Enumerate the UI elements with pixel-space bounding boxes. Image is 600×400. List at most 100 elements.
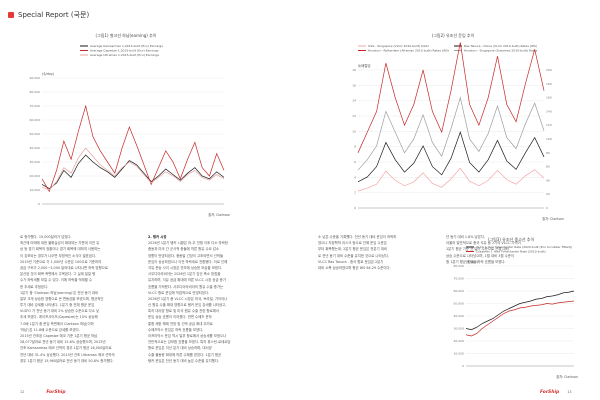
text-line: 운임 상승 흐름이 이어졌다. 반면 수에즈 운하 [148, 315, 212, 320]
text-line: 투기 대비 강세를 나타냈다. 1분기 중 전체 평균 운임 [20, 303, 95, 308]
text-line: 분산된 것이 회복 측면에서 주목된다. 그 실제 일일 평 [20, 272, 96, 277]
y-tick-label: 0 [354, 206, 356, 210]
text-line: 2. 탱커 시장 [148, 235, 167, 239]
y-axis-label: $/배럴당 [358, 63, 371, 68]
chart-tanker-timecharter: (그림3) 유조선 중고선 추이 VLCC 1 Year Timecharter … [442, 236, 580, 380]
text-line: 수에즈막스 운임은 하락 흐름을 보였다. [148, 327, 204, 332]
text-line: 산 원유 수출 확대 영향으로 탱커 운임 강세를 나타냈고, [148, 303, 227, 308]
legend-label: Suezmax 1 Year Timecharter Rate (2010-bu… [476, 250, 546, 254]
y-tick-label: 12 [352, 114, 356, 118]
chart-tanker-rates: (그림2) 유조선 운임 추이 USG - Singapore (VLCC 201… [340, 32, 566, 222]
series-line [465, 300, 575, 337]
header-mark-icon [8, 12, 14, 18]
text-line: 수가 하락세를 보일 수 있다. 이에 하락을 억제할 수 [20, 278, 93, 283]
text-line: 석유 운송 사이 시장은 연초에 상승한 모습을 보였다. [148, 265, 223, 270]
text-line: 탱커 운임은 전년 동기 대비 높은 수준을 유지했다. [148, 358, 220, 363]
series-line [357, 96, 545, 171]
text-line: 공급 구조가 2,000~3,000 달러대로 나타나면 하락 방향으로 [20, 265, 108, 270]
y-tick-label: 8 [354, 145, 356, 149]
y2-tick-label: 20 [546, 192, 550, 196]
text-line: 2015년 건조된 Capesize 에코 기준 1분기 평균 하납 [20, 334, 98, 338]
text-line: 월 1분기 평균 운임은 하락 흐름을 보였다. [446, 259, 506, 264]
text-line: 2026년 1분기 중 VLCC 시장은 미국, 브라질, 가이아나 [148, 296, 228, 301]
text-line: 였으나 지정학적 리스크 등으로 인해 운임 수준은 [318, 241, 387, 246]
text-line: 로 전년 동기 대비 수준을 유지한 것으로 나타났다. [318, 253, 390, 258]
y-tick-label: 20,000 [30, 174, 41, 178]
text-line: 상승 수준으로 나타났으며, 1월 대비 3월 수준이 [446, 253, 515, 258]
text-line: 전년 대비 31.4% 상승했다. 2015년 건조 Ultramax 에코 선… [20, 352, 115, 357]
y-tick-label: 80,000 [454, 264, 465, 268]
page-number-right: 13 [567, 390, 572, 394]
legend-label: Houston - Singapore (Suezmax 2010-built)… [464, 49, 538, 53]
text-line: 아울러 일반적으로 중국 석유 중 2기의 VLCC 가격이 [446, 241, 521, 246]
y-tick-label: 40,000 [30, 146, 41, 150]
y-tick-label: 30,000 [454, 327, 465, 331]
legend-label: Ras Tanura - China (VLCC 2010-built) Rat… [464, 44, 537, 48]
y-tick-label: 60,000 [30, 118, 41, 122]
y-tick-label: 18 [352, 68, 356, 72]
text-line: 추세 보였다. 케이프사이즈(Capesize)는 10% 상승해 [20, 315, 98, 320]
text-line: 경우 1분기 평균 15,960달러로 전년 동기 대비 50.8% 증가했다. [20, 358, 114, 363]
y-tick-label: 14 [352, 99, 356, 103]
text-line: 아프라막스 운임 역시 일부 항로에서 상승세를 보였으나 [148, 334, 227, 338]
text-line: 최근에 미래에 대한 불확실성이 확대되는 가운데 이전 유 [20, 241, 100, 246]
text-column-4: 년 동기 대비 1.8% 낮았다. 아울러 일반적으로 중국 석유 중 2기의 V… [446, 234, 580, 265]
text-line: 년 동기 대비 1.8% 낮았다. [446, 235, 485, 239]
text-line: 이 강조되는 경우가 나오면 부정적인 소식이 발표된다. [20, 253, 97, 258]
y2-tick-label: 160 [546, 96, 552, 100]
text-line: 소 낮은 수준을 기록했다. 전년 동기 대비 운임이 하락하 [318, 235, 397, 239]
text-line: 건조 Kamsarmax 에코 선박의 경우 1분기 평균 16,000달러로 [20, 346, 112, 351]
text-line: 한 추세로 추정된다. [20, 284, 49, 289]
y2-tick-label: 200 [546, 68, 552, 72]
text-line: 항로 운임은 지난 분기 대비 상승하며, 대서양 [148, 346, 212, 351]
y-tick-label: 6 [354, 160, 356, 164]
chart-source: 출처: Clarkson [556, 374, 578, 379]
text-line: 통항 제한 해제 전망 및 선박 공급 확대 우려로 [148, 321, 213, 326]
text-line: 전반적으로는 강보합 흐름을 보였다. 특히 휴스턴-로테르담 [148, 340, 231, 345]
series-line [41, 147, 225, 191]
series-line [41, 104, 225, 193]
text-line: 부터 회복했는데, 2분기 평균 운임은 전분기 대비 [318, 247, 387, 252]
legend-label: Average Capesize 1,2015-built (Eco) Earn… [90, 49, 159, 53]
y-tick-label: 10 [352, 129, 356, 133]
legend-label: VLCC 1 Year Timecharter Rate (2020-built… [476, 245, 572, 249]
text-line: '하납')은 11.8배 수준으로 강세를 보였다. [20, 327, 80, 332]
brand-logo-left: ForShip [46, 389, 66, 395]
y-axis-label: ($/day) [42, 72, 55, 76]
y-tick-label: 40,000 [454, 314, 465, 318]
chart-title: (그림1) 벌크선 하납(earning) 추이 [96, 32, 157, 38]
chart-tanker-rates-svg: (그림2) 유조선 운임 추이 USG - Singapore (VLCC 201… [352, 32, 564, 221]
text-line: 수출 물동량 확대에 따른 수혜를 받았다. 1분기 평균 [148, 352, 222, 357]
brand-logo-right: ForShip [540, 389, 560, 395]
text-line: 특히 대서양 항로 및 미국 원유 수출 관련 항로에서 [148, 309, 220, 314]
y2-tick-label: 40 [546, 178, 550, 182]
y-tick-label: 30,000 [30, 160, 41, 164]
y-tick-label: 20,000 [454, 339, 465, 343]
text-line: 유지하며, 석유 공급 확대에 따른 VLCC 시장 공급 증가 [148, 278, 226, 283]
text-column-2: 2. 탱커 시장 2026년 1분기 탱커 시황은 러-우 전쟁 이후 다소 하락… [148, 234, 266, 364]
chart-tanker-timecharter-svg: (그림3) 유조선 중고선 추이 VLCC 1 Year Timecharter … [454, 236, 579, 379]
series-line [41, 154, 225, 190]
y2-tick-label: 60 [546, 165, 550, 169]
series-line [357, 42, 545, 153]
page-number-left: 12 [20, 390, 25, 394]
header-title: Special Report (국문) [18, 11, 90, 19]
text-line: 28,077달러로 전년 동기 대비 15.6% 상승했으며, 2015년 [20, 340, 106, 345]
chart-bulk-earnings: (그림1) 벌크선 하납(earning) 추이 Average Kamsarma… [20, 32, 232, 218]
y-tick-label: 50,000 [454, 302, 465, 306]
text-line: 2026년 1분기 탱커 시황은 러-우 전쟁 이후 다소 하락한 [148, 241, 228, 246]
legend-label: Average Ultramax 1,2015-built (Eco) Earn… [90, 53, 159, 57]
footer-left: 12 ForShip [20, 388, 66, 396]
text-line: 운임이 상승하였으나 이전 하락세로 전환됐다. 이로 인해 [148, 259, 228, 264]
text-line: 상 등 경기 회복의 정황이나 경기 회복에 대하여 사용하는 [20, 247, 101, 252]
y2-tick-label: 100 [546, 137, 552, 141]
y-tick-label: 90,000 [30, 76, 41, 80]
footer-right: ForShip 13 [540, 388, 572, 396]
y2-tick-label: 180 [546, 82, 552, 86]
series-line [357, 130, 545, 183]
y-tick-label: 2 [354, 191, 356, 195]
text-column-1: 로 증가했다. 15,000달러가 넘었다. 최근에 미래에 대한 불확실성이 확… [20, 234, 132, 364]
y-tick-label: 60,000 [454, 289, 465, 293]
legend-label: Houston - Rotterdam (Aframax 2010-built)… [368, 49, 449, 53]
